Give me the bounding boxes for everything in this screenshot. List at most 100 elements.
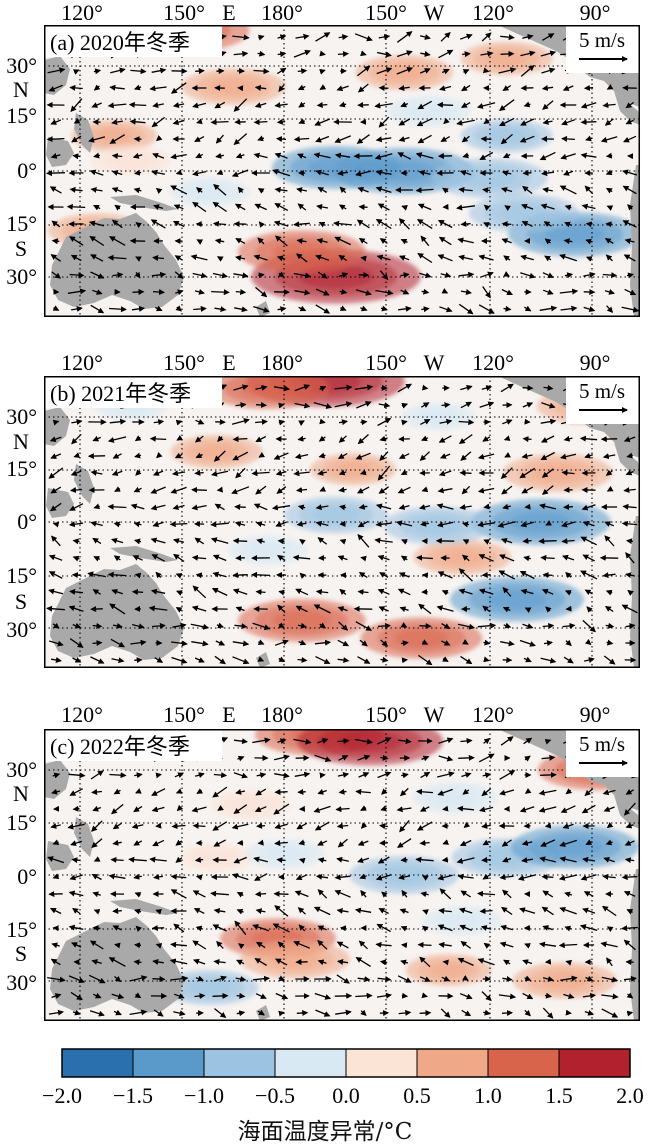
colorbar-tick-label: −0.5	[255, 1083, 295, 1108]
wind-vector	[502, 1013, 512, 1014]
warm-anomaly-region	[430, 963, 468, 977]
wind-vector	[402, 660, 407, 661]
lon-label: 120°	[472, 350, 514, 375]
wind-vector	[153, 979, 165, 980]
lat-label: 15°	[6, 211, 37, 236]
lat-label: 0°	[17, 158, 37, 183]
lon-label: 180°	[261, 0, 303, 25]
hemisphere-label-south: S	[15, 236, 27, 261]
panel-2022-winter: 120° 150° E 180° 150° W 120° 90° 30° N 1…	[6, 702, 650, 1021]
warm-anomaly-region	[394, 629, 448, 647]
wind-vector	[419, 945, 432, 946]
latitude-labels: 30° N 15° 0° 15° S 30°	[6, 757, 37, 995]
wind-vector	[402, 996, 407, 997]
wind-vector	[133, 592, 143, 593]
wind-vector	[359, 275, 369, 276]
wind-vector	[257, 826, 265, 827]
wind-vector	[197, 575, 203, 576]
wind-vector	[298, 792, 305, 793]
wind-vector	[111, 860, 123, 861]
wind-vector	[94, 928, 101, 929]
wind-vector	[156, 826, 161, 827]
wind-vector	[543, 877, 554, 878]
warm-anomaly-region	[271, 951, 319, 968]
wind-vector	[564, 507, 573, 508]
map-area: (b) 2021年冬季 5 m/s	[44, 356, 647, 668]
lon-label: 150°	[163, 350, 205, 375]
colorbar-tick-label: 0.5	[403, 1083, 431, 1108]
wind-vector	[361, 258, 365, 259]
wind-vector	[53, 241, 60, 242]
wind-vector	[258, 275, 264, 276]
wind-vector	[275, 894, 289, 895]
colorbar-segment	[62, 1049, 133, 1077]
wind-vector	[47, 173, 65, 174]
wind-vector	[461, 224, 470, 225]
wind-vector	[171, 524, 188, 525]
warm-anomaly-region	[196, 444, 236, 459]
wind-vector	[524, 173, 532, 174]
hemisphere-label-west: W	[424, 702, 445, 727]
cool-anomaly-region	[267, 847, 302, 860]
lon-label: 120°	[61, 0, 103, 25]
lon-label: 120°	[472, 702, 514, 727]
colorbar-segment	[346, 1049, 417, 1077]
lon-label: 150°	[365, 350, 407, 375]
wind-vector	[233, 575, 247, 576]
cool-anomaly-region	[313, 507, 359, 523]
warm-anomaly-region	[274, 611, 330, 630]
colorbar-tick-label: −1.5	[113, 1083, 153, 1108]
lat-label: 30°	[6, 617, 37, 642]
wind-vector	[256, 894, 266, 895]
wind-vector	[259, 843, 264, 844]
longitude-labels: 120° 150° E 180° 150° W 120° 90°	[61, 350, 610, 375]
wind-vector	[255, 122, 268, 123]
wind-vector	[338, 54, 348, 55]
wind-vector	[562, 139, 575, 140]
colorbar-segment	[417, 1049, 488, 1077]
lon-label: 90°	[580, 0, 611, 25]
colorbar-title: 海面温度异常/°C	[0, 1112, 650, 1146]
hemisphere-label-north: N	[13, 77, 29, 102]
lat-label: 15°	[6, 917, 37, 942]
wind-vector	[74, 809, 80, 810]
lat-label: 0°	[17, 864, 37, 889]
wind-vector	[443, 860, 448, 861]
wind-vector	[380, 88, 389, 89]
wind-vector	[378, 626, 390, 627]
wind-vector	[297, 1013, 307, 1014]
wind-vector	[237, 996, 245, 997]
lat-label: 30°	[6, 970, 37, 995]
hemisphere-label-north: N	[13, 781, 29, 806]
wind-vector	[211, 292, 229, 293]
lat-label: 30°	[6, 53, 37, 78]
colorbar-segment	[204, 1049, 275, 1077]
panel-title: (a) 2020年冬季	[50, 30, 190, 55]
lon-label: 90°	[580, 702, 611, 727]
hemisphere-label-west: W	[424, 0, 445, 25]
wind-vector	[257, 592, 266, 593]
hemisphere-label-west: W	[424, 350, 445, 375]
colorbar-tick-label: −2.0	[42, 1083, 82, 1108]
scale-key-label: 5 m/s	[579, 732, 625, 756]
wind-vector	[540, 775, 556, 776]
lon-label: 180°	[261, 702, 303, 727]
cool-anomaly-region	[250, 543, 285, 556]
wind-vector	[402, 945, 407, 946]
wind-vector	[234, 439, 248, 440]
wind-vector	[546, 826, 550, 827]
latitude-labels: 30° N 15° 0° 15° S 30°	[6, 404, 37, 642]
wind-vector	[212, 122, 229, 123]
wind-vector	[252, 575, 270, 576]
colorbar-segment	[275, 1049, 346, 1077]
wind-vector	[277, 139, 286, 140]
lon-label: 150°	[163, 0, 205, 25]
wind-vector	[401, 860, 407, 861]
wind-vector	[458, 758, 474, 759]
wind-vector	[195, 71, 204, 72]
wind-vector	[236, 292, 245, 293]
wind-vector	[135, 962, 142, 963]
wind-vector	[501, 54, 514, 55]
warm-anomaly-region	[233, 798, 268, 811]
